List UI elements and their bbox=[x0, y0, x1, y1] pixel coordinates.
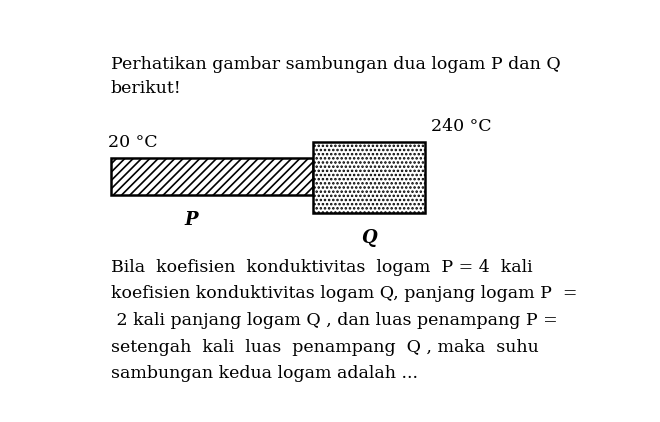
Text: 240 °C: 240 °C bbox=[432, 118, 492, 135]
Text: koefisien konduktivitas logam Q, panjang logam P  =: koefisien konduktivitas logam Q, panjang… bbox=[111, 285, 577, 302]
Text: Bila  koefisien  konduktivitas  logam  P = 4  kali: Bila koefisien konduktivitas logam P = 4… bbox=[111, 259, 532, 276]
Bar bbox=[111, 158, 313, 195]
Text: 20 °C: 20 °C bbox=[108, 134, 158, 151]
Text: berikut!: berikut! bbox=[111, 80, 182, 97]
Text: 2 kali panjang logam Q , dan luas penampang P =: 2 kali panjang logam Q , dan luas penamp… bbox=[111, 312, 558, 329]
Text: setengah  kali  luas  penampang  Q , maka  suhu: setengah kali luas penampang Q , maka su… bbox=[111, 338, 539, 356]
Text: Q: Q bbox=[361, 229, 377, 247]
Bar bbox=[313, 142, 425, 213]
Text: P: P bbox=[185, 211, 198, 229]
Text: sambungan kedua logam adalah ...: sambungan kedua logam adalah ... bbox=[111, 365, 418, 382]
Text: Perhatikan gambar sambungan dua logam P dan Q: Perhatikan gambar sambungan dua logam P … bbox=[111, 56, 560, 73]
